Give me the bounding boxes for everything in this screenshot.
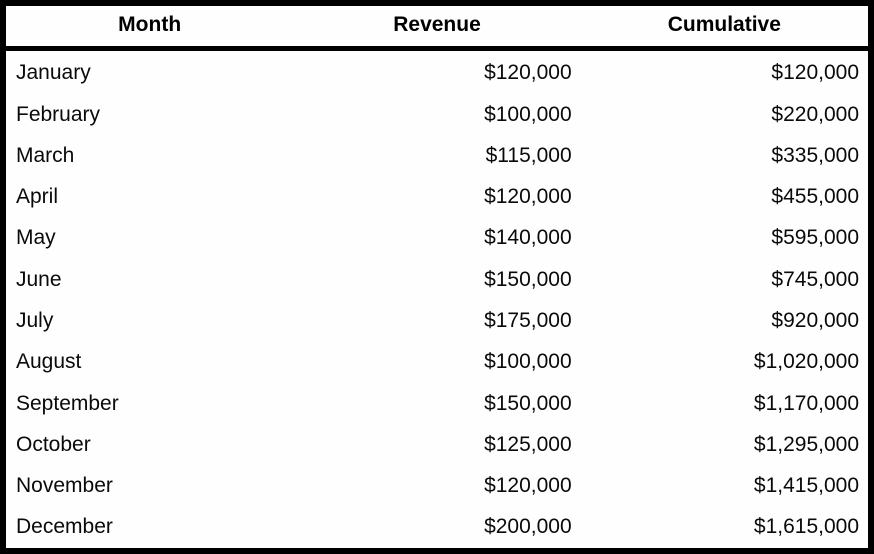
table-row: August $100,000 $1,020,000 [6,342,868,383]
table-row: May $140,000 $595,000 [6,218,868,259]
revenue-cell: $115,000 [485,143,572,167]
month-cell: July [16,309,54,333]
table-header: Month Revenue Cumulative [6,6,868,51]
table-row: October $125,000 $1,295,000 [6,424,868,465]
month-cell: January [16,60,91,84]
cumulative-column-header: Cumulative [580,6,868,51]
table-row: November $120,000 $1,415,000 [6,465,868,506]
table-row: July $175,000 $920,000 [6,300,868,341]
table-row: April $120,000 $455,000 [6,177,868,218]
table-row: December $200,000 $1,615,000 [6,507,868,548]
revenue-cell: $100,000 [484,102,572,126]
revenue-cell: $140,000 [484,226,572,250]
cumulative-cell: $455,000 [771,185,859,209]
month-cell: November [16,474,113,498]
revenue-column-header: Revenue [293,6,581,51]
month-cell: April [16,185,59,209]
month-cell: September [16,391,119,415]
revenue-cell: $100,000 [484,350,572,374]
table-row: February $100,000 $220,000 [6,94,868,135]
month-cell: February [16,102,101,126]
month-cell: December [16,515,113,539]
cumulative-cell: $120,000 [771,60,859,84]
cumulative-cell: $745,000 [771,267,859,291]
cumulative-cell: $1,295,000 [753,432,859,456]
month-cell: March [16,143,75,167]
table-row: September $150,000 $1,170,000 [6,383,868,424]
table-body: January $120,000 $120,000 February $100,000 $… [6,49,868,549]
revenue-cell: $120,000 [484,185,572,209]
cumulative-cell: $1,615,000 [753,515,859,539]
revenue-cell: $120,000 [484,474,572,498]
month-cell: June [16,267,62,291]
header-row: Month Revenue Cumulative [6,6,868,51]
cumulative-cell: $595,000 [771,226,859,250]
cumulative-cell: $335,000 [771,143,859,167]
cumulative-cell: $1,170,000 [753,391,859,415]
cumulative-cell: $920,000 [771,309,859,333]
monthly-revenue-table: Month Revenue Cumulative January $120,000… [6,6,868,548]
cumulative-cell: $1,415,000 [753,474,859,498]
table-row: January $120,000 $120,000 [6,49,868,95]
revenue-cell: $150,000 [484,267,572,291]
revenue-cell: $120,000 [484,60,572,84]
table-row: June $150,000 $745,000 [6,259,868,300]
month-cell: August [16,350,82,374]
month-cell: May [16,226,56,250]
revenue-cell: $175,000 [484,309,572,333]
cumulative-cell: $220,000 [771,102,859,126]
table-row: March $115,000 $335,000 [6,135,868,176]
cumulative-cell: $1,020,000 [753,350,859,374]
revenue-cell: $200,000 [484,515,572,539]
revenue-cell: $150,000 [484,391,572,415]
month-cell: October [16,432,91,456]
revenue-cell: $125,000 [484,432,572,456]
month-column-header: Month [6,6,294,51]
